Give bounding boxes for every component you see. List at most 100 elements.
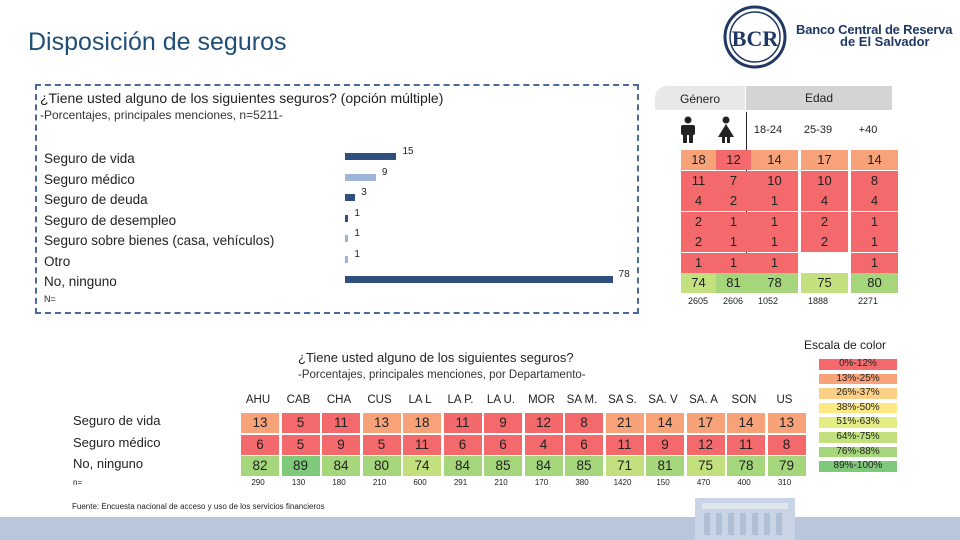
table-cell: 74 (681, 273, 716, 293)
logo-text: BCR (732, 26, 780, 51)
department-cell: 84 (322, 456, 360, 476)
color-scale-item: 51%-63% (819, 417, 897, 428)
department-cell: 4 (524, 434, 563, 455)
row-label: Seguro de desempleo (44, 212, 177, 228)
department-n-cell: 400 (737, 478, 751, 487)
table-cell: 10 (751, 170, 798, 191)
table-cell: 8 (851, 170, 898, 191)
question-box (35, 84, 639, 314)
bar (345, 173, 376, 181)
color-scale-item: 89%-100% (819, 461, 897, 472)
table-cell: 4 (801, 191, 848, 211)
row-label: Seguro sobre bienes (casa, vehículos) (44, 233, 275, 248)
department-cell: 8 (565, 413, 603, 433)
age-header-4: +40 (858, 124, 878, 136)
department-header: SA S. (608, 394, 637, 406)
department-n-cell: 470 (696, 478, 711, 487)
table-cell: 12 (716, 150, 751, 170)
bar (345, 214, 349, 222)
bcr-logo: BCR (723, 5, 787, 69)
row-label: Otro (44, 253, 71, 269)
table-cell: 2 (681, 232, 716, 252)
department-row-label: Seguro médico (73, 434, 161, 450)
department-cell: 9 (646, 434, 684, 455)
n-label: N= (44, 294, 56, 304)
n-cell: 1052 (757, 296, 779, 306)
table-cell: 10 (801, 170, 848, 191)
bar (345, 276, 613, 283)
department-header: CAB (286, 394, 311, 406)
table-cell: 80 (851, 273, 898, 293)
bank-name-line1: Banco Central de Reserva (796, 22, 953, 37)
department-header: MOR (528, 394, 555, 406)
color-scale-item: 64%-75% (819, 431, 897, 443)
department-cell: 12 (686, 434, 725, 455)
table-cell: 78 (751, 273, 798, 293)
female-icon (718, 116, 734, 143)
bar-value-label: 1 (354, 207, 360, 219)
color-scale-item: 0%-12% (819, 358, 897, 370)
department-n-cell: 1420 (613, 478, 632, 487)
table-cell: 7 (716, 170, 751, 191)
table-cell: 18 (681, 150, 716, 170)
department-cell: 6 (565, 434, 603, 455)
department-cell: 14 (646, 413, 684, 433)
bar-value-label: 3 (361, 187, 367, 198)
department-n-cell: 290 (251, 478, 265, 487)
department-n-cell: 380 (575, 478, 589, 487)
department-n-cell: 291 (453, 478, 468, 487)
dept-n-label: n= (73, 478, 83, 487)
department-header: LA P. (447, 394, 474, 406)
department-header: AHU (245, 394, 271, 406)
department-cell: 82 (241, 456, 279, 476)
bottom-bar (0, 517, 960, 540)
department-cell: 11 (322, 413, 360, 433)
department-n-cell: 150 (656, 478, 670, 487)
table-cell: 1 (751, 232, 798, 252)
department-cell: 78 (727, 456, 765, 476)
department-cell: 13 (767, 413, 806, 433)
table-cell: 1 (751, 211, 798, 232)
department-n-cell: 210 (494, 478, 508, 487)
department-n-cell: 170 (534, 478, 549, 487)
department-row-label: Seguro de vida (73, 413, 161, 428)
department-header: US (776, 394, 793, 406)
table-cell: 1 (751, 252, 798, 273)
department-cell: 71 (605, 456, 644, 476)
department-cell: 85 (565, 456, 603, 476)
table-cell: 4 (851, 191, 898, 211)
department-cell: 5 (281, 413, 320, 433)
department-header: LA L (408, 394, 432, 406)
building-watermark (695, 498, 795, 540)
department-row-label: No, ninguno (73, 456, 144, 471)
department-cell: 80 (362, 456, 401, 476)
color-scale-item: 76%-88% (819, 446, 897, 458)
bar (345, 255, 349, 263)
department-n-cell: 180 (332, 478, 346, 487)
department-cell: 11 (403, 434, 441, 455)
bar-value-label: 9 (381, 166, 388, 178)
department-header: CUS (367, 394, 392, 406)
row-label: Seguro de vida (44, 151, 135, 166)
department-header: SON (731, 394, 757, 406)
table-cell: 1 (716, 232, 751, 252)
department-cell: 81 (646, 456, 684, 476)
bar-value-label: 15 (402, 146, 414, 157)
source-note: Fuente: Encuesta nacional de acceso y us… (72, 502, 325, 511)
department-cell: 5 (362, 434, 401, 455)
table-cell: 1 (851, 252, 898, 273)
department-header: SA M. (566, 394, 598, 406)
department-cell: 6 (484, 434, 522, 455)
color-scale-item: 26%-37% (819, 388, 897, 399)
bar-value-label: 1 (354, 248, 360, 260)
table-cell: 1 (716, 252, 751, 273)
color-scale-item: 13%-25% (819, 373, 897, 385)
n-cell: 2606 (722, 296, 744, 306)
table-cell: 14 (751, 150, 798, 170)
department-cell: 85 (484, 456, 522, 476)
table-cell: 1 (716, 211, 751, 232)
question-1: ¿Tiene usted alguno de los siguientes se… (40, 90, 444, 106)
color-scale-title: Escala de color (804, 338, 887, 352)
question-1-subtitle: -Porcentajes, principales menciones, n=5… (40, 108, 283, 122)
department-cell: 11 (727, 434, 765, 455)
